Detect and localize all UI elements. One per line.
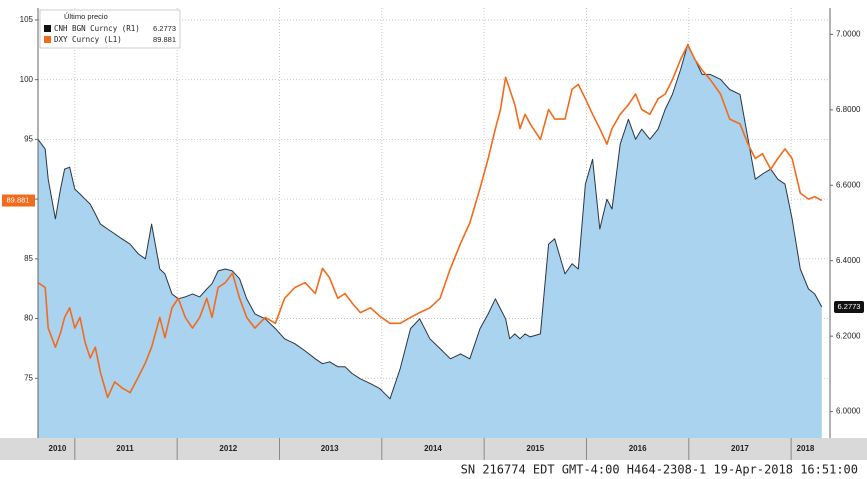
legend-label: DXY Curncy (L1) — [54, 35, 122, 44]
line — [37, 43, 823, 400]
last-value-badge — [834, 301, 864, 314]
x-tick-label: 2010 — [49, 444, 67, 453]
x-tick-label: 2015 — [526, 444, 544, 453]
y-tick-label: 75 — [24, 373, 33, 382]
x-tick-label: 2016 — [629, 444, 647, 453]
x-tick-label: 2011 — [116, 444, 134, 453]
y-tick-label: 95 — [24, 134, 33, 143]
y2-tick-label: 6.6000 — [836, 180, 861, 189]
x-axis-band — [0, 438, 867, 460]
footer: SN 216774 EDT GMT-4:00 H464-2308-1 19-Ap… — [461, 463, 858, 477]
legend-box — [39, 9, 181, 49]
legend-value: 6.2773 — [153, 24, 176, 33]
marks — [37, 43, 823, 438]
x-tick-label: 2014 — [424, 444, 442, 453]
legend-title: Último precio — [64, 12, 108, 21]
y-tick-label: 80 — [24, 314, 33, 323]
y-tick-label: 100 — [20, 75, 34, 84]
last-value-badge — [2, 194, 35, 207]
y2-tick-label: 6.4000 — [836, 256, 861, 265]
axes: 75808590951001056.00006.20006.40006.6000… — [0, 8, 867, 460]
y-tick-label: 85 — [24, 254, 33, 263]
last-value-label: 89.881 — [7, 196, 30, 205]
legend-swatch — [44, 25, 51, 32]
y2-tick-label: 6.0000 — [836, 407, 861, 416]
y2-tick-label: 6.2000 — [836, 331, 861, 340]
legend-swatch — [44, 36, 51, 43]
x-tick-label: 2012 — [219, 444, 237, 453]
last-value-label: 6.2773 — [838, 302, 861, 311]
x-tick-label: 2017 — [731, 444, 749, 453]
y-tick-label: 105 — [20, 15, 34, 24]
area — [38, 44, 822, 438]
legend: Último precio CNH BGN Curncy (R1) 6.2773… — [39, 9, 181, 49]
legend-value: 89.881 — [153, 35, 176, 44]
x-tick-label: 2013 — [321, 444, 339, 453]
y2-tick-label: 6.8000 — [836, 105, 861, 114]
legend-label: CNH BGN Curncy (R1) — [54, 24, 140, 33]
line — [37, 44, 823, 399]
y2-tick-label: 7.0000 — [836, 30, 861, 39]
x-tick-label: 2018 — [797, 444, 815, 453]
